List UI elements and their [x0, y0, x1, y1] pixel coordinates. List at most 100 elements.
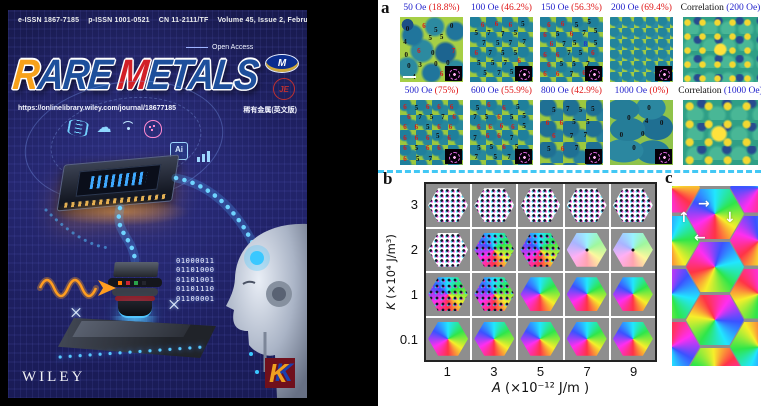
hexagon-state	[566, 277, 607, 312]
domain-count: 5	[475, 103, 480, 112]
cover-header: e-ISSN 1867-7185 p-ISSN 1001-0521 CN 11-…	[18, 17, 307, 24]
domain-count: 5	[513, 48, 518, 57]
domain-count: 0	[434, 59, 438, 68]
fft-inset	[655, 66, 672, 81]
phase-cell-r3c1	[472, 317, 517, 360]
domain-count: 0	[619, 131, 624, 140]
y-tick: 3	[410, 197, 418, 212]
domain-count: 5	[552, 106, 556, 115]
domain-count: 6	[547, 20, 551, 29]
hexagon-state	[520, 232, 561, 267]
phase-cell-r0c1	[472, 184, 517, 227]
figure-pane: a 50 Oe (18.8%)06504550607030064100 Oe (…	[378, 0, 761, 406]
domain-count: 7	[497, 68, 501, 77]
domain-count: 5	[587, 18, 591, 27]
y-tick: 1	[410, 287, 418, 302]
domain-count: 7	[509, 133, 514, 142]
domain-count: 5	[414, 144, 419, 153]
domain-count: 5	[501, 48, 505, 57]
domain-count: 6	[517, 57, 521, 66]
x-tick: 7	[583, 364, 591, 379]
domain-count: 5	[414, 103, 419, 112]
sparkle-icon	[168, 298, 180, 310]
hexagon-state	[566, 232, 607, 267]
domain-count: 5	[439, 32, 444, 41]
fft-inset	[445, 66, 462, 81]
domain-count: 0	[431, 48, 435, 57]
domain-count: 6	[560, 145, 565, 154]
domain-count: 5	[415, 154, 420, 163]
phase-cell-r0c0	[426, 184, 471, 227]
open-access-badge: Open Access	[186, 44, 253, 51]
domain-count: 6	[543, 31, 547, 40]
micrograph-150oe: 665565675675856675665576676	[540, 17, 603, 82]
domain-count: 7	[473, 112, 477, 121]
x-axis-ticks: 1 3 5 7 9	[424, 364, 657, 379]
domain-count: 6	[545, 119, 550, 128]
domain-count: 6	[448, 123, 453, 132]
cloud-icon: ☁	[96, 119, 112, 136]
k-logo-icon: K K	[265, 358, 295, 388]
domain-count: 5	[474, 29, 479, 38]
micrograph-label-150oe: 150 Oe (56.3%)	[541, 3, 602, 13]
panel-a: 50 Oe (18.8%)06504550607030064100 Oe (46…	[378, 0, 761, 170]
microscope-red-band	[115, 296, 155, 301]
micrograph-corr1000	[683, 100, 758, 165]
phase-cell-r1c2	[518, 228, 563, 271]
domain-count: 6	[437, 123, 441, 132]
micrograph-label-corr200: Correlation (200 Oe)	[680, 3, 761, 13]
hexagon-state	[428, 277, 469, 312]
domain-count: 6	[499, 122, 504, 130]
domain-count: 6	[569, 29, 574, 38]
panel-a-label: a	[381, 0, 390, 17]
phase-cell-r2c2	[518, 273, 563, 316]
micrograph-label-100oe: 100 Oe (46.2%)	[471, 3, 532, 13]
micrograph-label-600oe: 600 Oe (55.9%)	[471, 86, 532, 96]
domain-count: 6	[403, 123, 407, 132]
phase-cell-r3c4	[610, 317, 655, 360]
dashed-divider	[378, 170, 761, 173]
hexagon-state	[474, 321, 515, 356]
domain-count: 6	[403, 133, 407, 142]
hexagon-state	[474, 232, 515, 267]
micrograph-label-800oe: 800 Oe (42.9%)	[541, 86, 602, 96]
domain-count: 5	[483, 68, 487, 77]
phase-cell-r0c2	[518, 184, 563, 227]
domain-count: 7	[503, 58, 508, 67]
domain-count: 6	[425, 144, 430, 153]
domain-count: 5	[521, 19, 525, 28]
x-tick: 5	[536, 364, 545, 379]
domain-count: 6	[552, 132, 556, 141]
domain-count: 6	[403, 102, 407, 111]
domain-count: 6	[485, 132, 490, 141]
domain-count: 5	[490, 58, 495, 67]
domain-count: 5	[578, 49, 583, 58]
panel-c-label: c	[665, 168, 673, 187]
sparkle-icon	[70, 306, 82, 318]
domain-count: 6	[502, 103, 506, 112]
binary-line: 01100001	[176, 294, 215, 303]
domain-count: 0	[407, 62, 411, 71]
journal-url[interactable]: https://onlinelibrary.wiley.com/journal/…	[18, 105, 177, 112]
arrow-left-icon: ←	[694, 230, 706, 246]
phase-cell-r0c4	[610, 184, 655, 227]
x-tick: 1	[443, 364, 451, 379]
phase-cell-r0c3	[564, 184, 609, 227]
domain-count: 5	[425, 123, 430, 132]
domain-count: 0	[446, 58, 450, 67]
domain-count: 5	[593, 27, 598, 36]
x-axis-label: A (×10⁻¹² J/m )	[491, 381, 590, 396]
domain-count: 5	[493, 153, 497, 162]
phase-cell-r2c1	[472, 273, 517, 316]
domain-count: 6	[591, 49, 595, 58]
publisher-logo: WILEY	[22, 369, 86, 385]
domain-count: 7	[583, 131, 588, 140]
domain-count: 6	[494, 19, 499, 28]
domain-count: 6	[497, 132, 501, 141]
society-seal-icon: JE	[273, 78, 295, 100]
domain-count: 6	[425, 133, 430, 142]
domain-count: 5	[593, 39, 598, 47]
cn-number: CN 11-2111/TF	[158, 17, 209, 24]
